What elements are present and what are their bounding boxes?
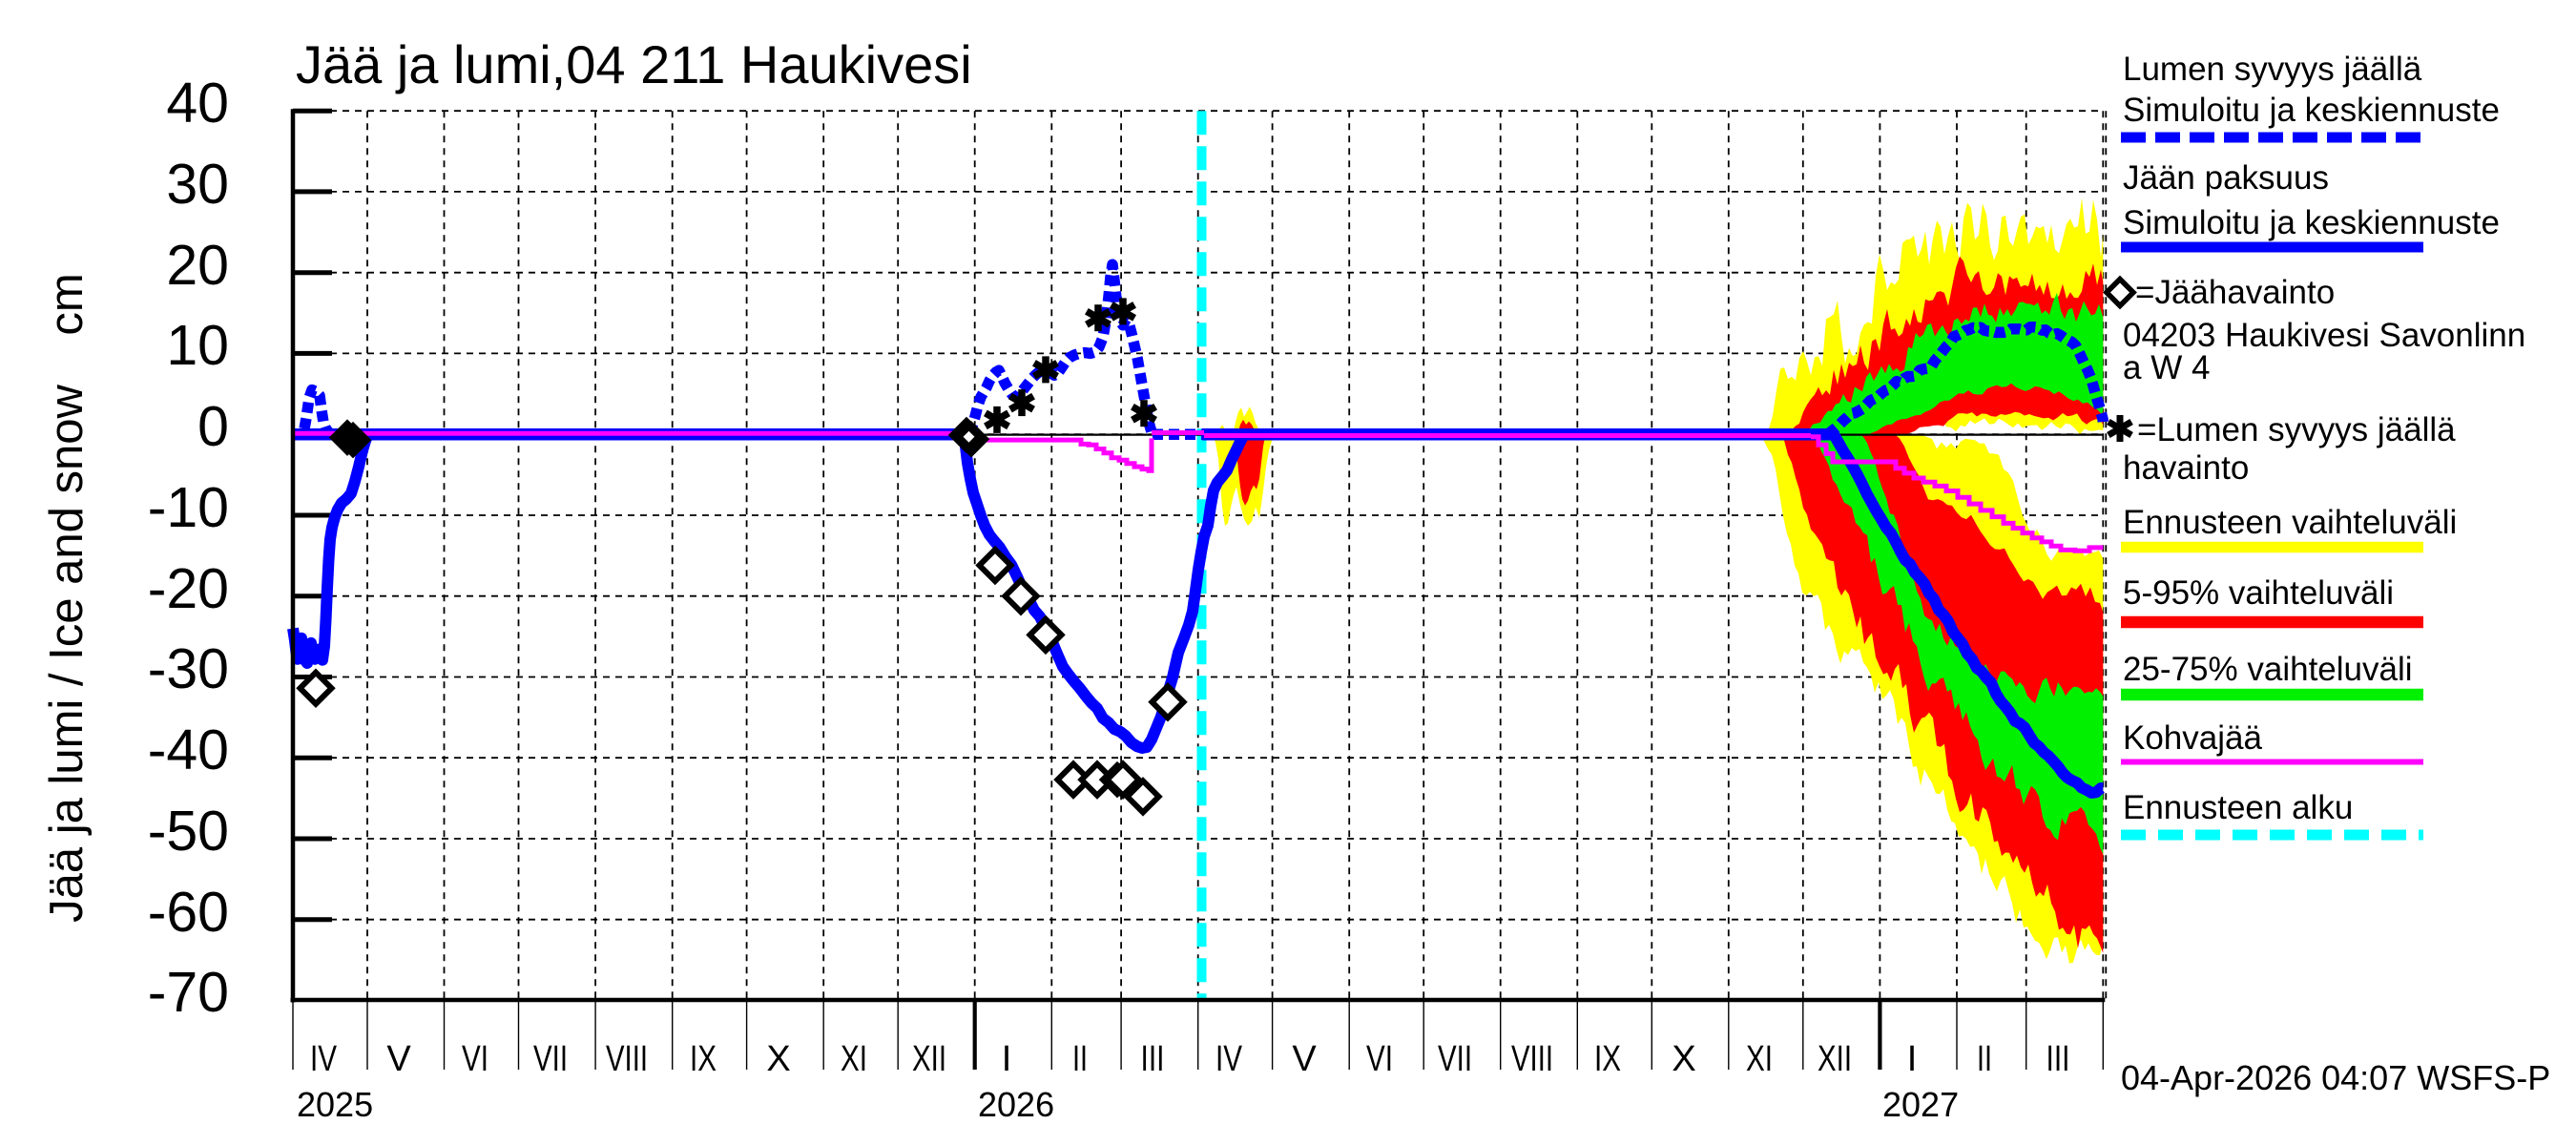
svg-text:V: V [386, 1039, 411, 1079]
svg-text:Ennusteen alku: Ennusteen alku [2123, 789, 2353, 826]
svg-text:IV: IV [1215, 1039, 1243, 1079]
svg-text:IX: IX [690, 1039, 717, 1079]
svg-text:Simuloitu ja keskiennuste: Simuloitu ja keskiennuste [2123, 92, 2500, 129]
svg-text:-50: -50 [148, 800, 229, 863]
svg-text:-60: -60 [148, 881, 229, 944]
svg-text:-10: -10 [148, 476, 229, 539]
svg-text:20: 20 [166, 234, 229, 297]
svg-text:Jää ja lumi,04 211 Haukivesi: Jää ja lumi,04 211 Haukivesi [296, 34, 972, 94]
svg-text:2026: 2026 [978, 1085, 1054, 1124]
svg-text:Jää ja lumi / Ice and snow: Jää ja lumi / Ice and snow [41, 384, 93, 922]
svg-text:X: X [766, 1039, 790, 1079]
svg-text:II: II [1977, 1039, 1992, 1079]
svg-text:2025: 2025 [297, 1085, 373, 1124]
svg-text:-70: -70 [148, 961, 229, 1024]
svg-text:VII: VII [533, 1039, 568, 1079]
svg-text:5-95% vaihteluväli: 5-95% vaihteluväli [2123, 574, 2394, 612]
svg-text:II: II [1072, 1039, 1088, 1079]
svg-text:04203 Haukivesi Savonlinn: 04203 Haukivesi Savonlinn [2123, 317, 2525, 354]
svg-text:=Lumen syvyys jäällä: =Lumen syvyys jäällä [2137, 411, 2456, 448]
svg-text:cm: cm [41, 273, 93, 335]
svg-text:40: 40 [166, 72, 229, 135]
svg-text:25-75% vaihteluväli: 25-75% vaihteluväli [2123, 651, 2413, 688]
svg-text:IX: IX [1594, 1039, 1621, 1079]
svg-text:VI: VI [1366, 1039, 1393, 1079]
svg-text:V: V [1292, 1039, 1317, 1079]
svg-text:havainto: havainto [2123, 449, 2249, 487]
svg-text:VIII: VIII [1511, 1039, 1553, 1079]
svg-text:Ennusteen vaihteluväli: Ennusteen vaihteluväli [2123, 504, 2457, 541]
svg-text:XI: XI [841, 1039, 867, 1079]
svg-text:10: 10 [166, 314, 229, 377]
svg-text:2027: 2027 [1882, 1085, 1959, 1124]
svg-text:Lumen syvyys jäällä: Lumen syvyys jäällä [2123, 51, 2422, 88]
svg-text:XII: XII [912, 1039, 946, 1079]
svg-text:III: III [1141, 1039, 1165, 1079]
svg-text:Simuloitu ja keskiennuste: Simuloitu ja keskiennuste [2123, 204, 2500, 241]
svg-text:a W 4: a W 4 [2123, 349, 2210, 386]
svg-text:04-Apr-2026 04:07 WSFS-P: 04-Apr-2026 04:07 WSFS-P [2121, 1058, 2550, 1097]
svg-text:0: 0 [197, 395, 229, 458]
svg-text:VIII: VIII [606, 1039, 648, 1079]
svg-text:=Jäähavainto: =Jäähavainto [2135, 274, 2335, 311]
svg-text:IV: IV [310, 1039, 338, 1079]
svg-text:-40: -40 [148, 718, 229, 781]
svg-text:XI: XI [1746, 1039, 1773, 1079]
svg-text:Jään paksuus: Jään paksuus [2123, 159, 2329, 197]
svg-text:Kohvajää: Kohvajää [2123, 719, 2262, 757]
svg-text:XII: XII [1818, 1039, 1852, 1079]
svg-text:III: III [2046, 1039, 2070, 1079]
svg-text:VI: VI [462, 1039, 488, 1079]
svg-text:-30: -30 [148, 637, 229, 700]
svg-text:I: I [1002, 1039, 1012, 1079]
svg-text:-20: -20 [148, 557, 229, 620]
svg-text:I: I [1907, 1039, 1918, 1079]
svg-text:30: 30 [166, 153, 229, 216]
svg-text:X: X [1672, 1039, 1695, 1079]
svg-text:VII: VII [1438, 1039, 1472, 1079]
